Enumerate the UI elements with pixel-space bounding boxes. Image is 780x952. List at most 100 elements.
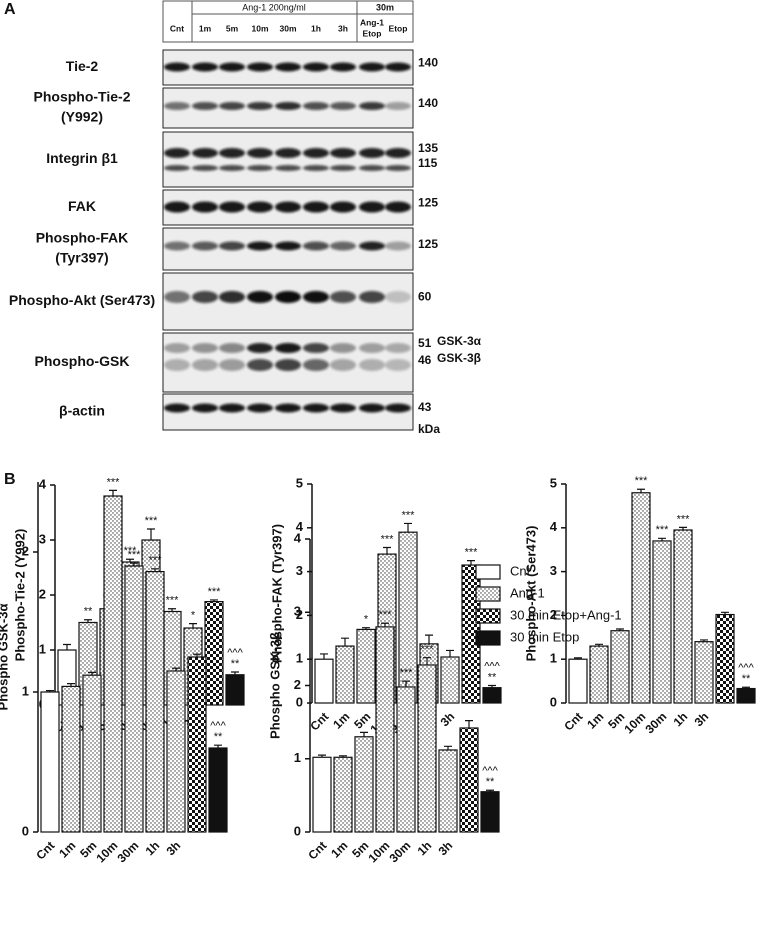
bar	[312, 756, 332, 833]
error-bar	[383, 546, 391, 555]
band	[303, 241, 329, 251]
error-bar	[467, 560, 475, 566]
legend-swatch	[475, 630, 501, 646]
band	[385, 403, 411, 413]
significance-label: ***	[128, 549, 142, 561]
band	[275, 291, 301, 303]
x-tick-label: 3h	[164, 838, 184, 858]
band	[192, 241, 218, 251]
x-tick-label: Cnt	[305, 838, 329, 862]
band	[275, 241, 301, 251]
mw-label: 135	[418, 141, 438, 155]
bar	[356, 628, 376, 704]
band	[330, 165, 356, 171]
x-tick-label: 1h	[143, 838, 163, 858]
bar	[652, 540, 672, 704]
significance-label: ***	[465, 547, 479, 559]
bar	[482, 687, 502, 704]
bar	[438, 749, 458, 833]
bar	[187, 656, 207, 833]
significance-label: ***	[402, 509, 416, 521]
significance-label: ***	[635, 475, 649, 487]
significance-label: ***	[124, 545, 138, 557]
significance-label: ***	[677, 513, 691, 525]
bar	[673, 529, 693, 704]
significance-label: ***	[381, 533, 395, 545]
row-label: FAK	[68, 198, 96, 214]
band	[164, 165, 190, 171]
band	[275, 201, 301, 213]
band	[385, 343, 411, 353]
band	[303, 343, 329, 353]
bar	[333, 756, 353, 833]
x-tick-label: 1m	[328, 838, 350, 860]
band	[330, 403, 356, 413]
error-bar	[444, 745, 452, 750]
band	[303, 291, 329, 303]
y-tick-label: 3	[550, 563, 557, 578]
y-tick-label: 3	[296, 563, 303, 578]
band	[359, 148, 385, 158]
band	[385, 62, 411, 72]
x-tick-label: 3h	[438, 709, 458, 729]
error-bar	[404, 522, 412, 533]
error-bar	[425, 634, 433, 644]
significance-label: **	[84, 606, 93, 618]
band	[192, 343, 218, 353]
significance-label: **	[486, 776, 495, 788]
y-axis-label: Phospho GSK-3β	[267, 632, 282, 739]
band	[192, 201, 218, 213]
significance-label: ***	[379, 609, 393, 621]
bar	[610, 630, 630, 704]
y-axis-label: Phospho-FAK (Tyr397)	[269, 524, 284, 663]
error-bar	[63, 643, 71, 650]
band	[275, 343, 301, 353]
bar	[715, 613, 735, 704]
lane-label: Cnt	[170, 23, 184, 33]
significance-label: ***	[400, 667, 414, 679]
x-tick-label: 30m	[386, 838, 413, 865]
bar	[631, 492, 651, 704]
lane-label: 3h	[338, 23, 348, 33]
band	[247, 165, 273, 171]
significance-label: ***	[145, 515, 159, 527]
band	[303, 359, 329, 371]
band	[247, 291, 273, 303]
bar	[208, 747, 228, 833]
significance-label: **	[214, 731, 223, 743]
band	[275, 359, 301, 371]
bar	[204, 600, 224, 706]
band	[275, 165, 301, 171]
legend-swatch	[475, 564, 501, 580]
band	[275, 403, 301, 413]
y-tick-label: 1	[22, 683, 29, 698]
row-label: Phospho-Akt (Ser473)	[9, 292, 155, 308]
band	[303, 201, 329, 213]
band	[247, 62, 273, 72]
significance-label: ^^^	[482, 765, 498, 777]
error-bar	[109, 489, 117, 496]
band	[164, 291, 190, 303]
error-bar	[147, 528, 155, 540]
bar	[736, 687, 756, 704]
x-tick-label: 1h	[671, 709, 691, 729]
legend-swatch	[475, 608, 501, 624]
row-label: (Tyr397)	[55, 250, 108, 266]
row-label: Integrin β1	[46, 150, 118, 166]
mw-label: 125	[418, 196, 438, 210]
band	[330, 359, 356, 371]
band	[275, 102, 301, 110]
y-tick-label: 0	[22, 823, 29, 838]
y-tick-label: 4	[294, 530, 302, 545]
x-tick-label: Cnt	[33, 838, 57, 862]
row-label: Phospho-GSK	[35, 353, 130, 369]
bar	[459, 727, 479, 833]
band	[385, 241, 411, 251]
y-axis-label: Phospho-Tie-2 (Y992)	[12, 529, 27, 662]
band	[359, 165, 385, 171]
band	[247, 403, 273, 413]
band	[164, 148, 190, 158]
band	[330, 148, 356, 158]
x-tick-label: 10m	[93, 838, 120, 865]
band	[275, 148, 301, 158]
